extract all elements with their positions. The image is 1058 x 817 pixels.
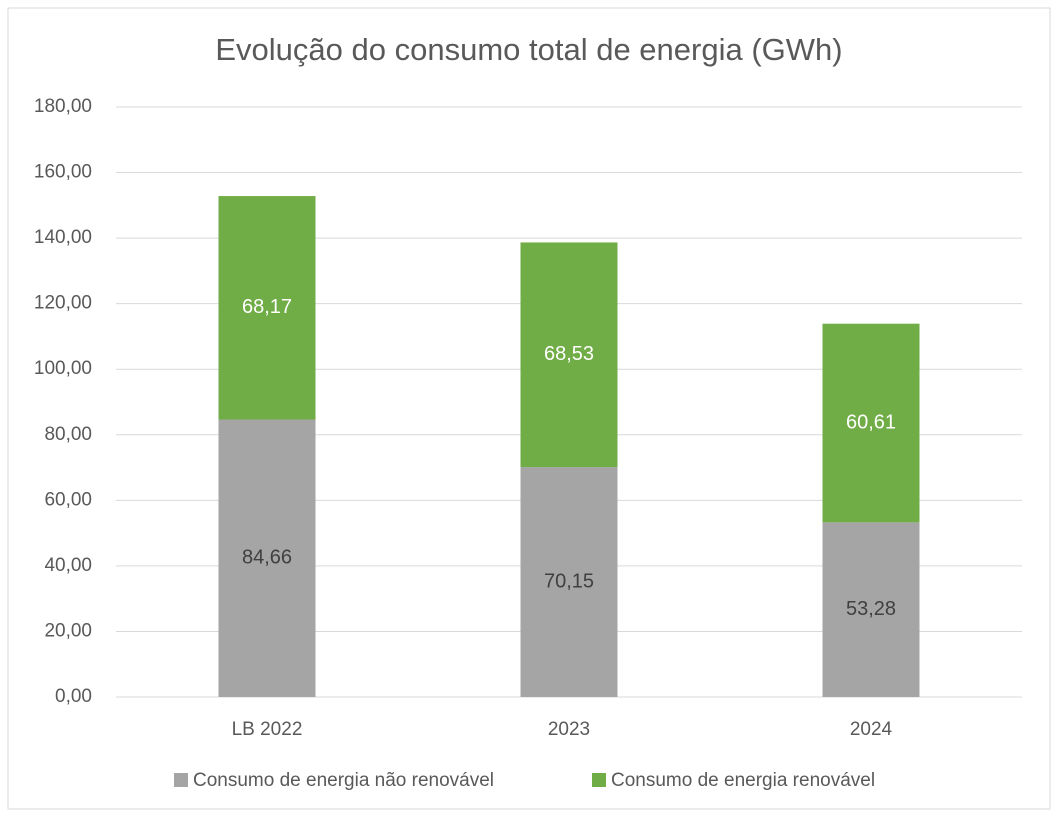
- y-tick-label: 80,00: [44, 424, 92, 445]
- y-tick-label: 20,00: [44, 620, 92, 641]
- chart-title: Evolução do consumo total de energia (GW…: [215, 32, 842, 67]
- data-label: 84,66: [242, 547, 292, 569]
- y-tick-label: 0,00: [55, 686, 92, 707]
- y-tick-label: 40,00: [44, 555, 92, 576]
- data-label: 60,61: [846, 411, 896, 433]
- bar-segment: [218, 196, 316, 420]
- bar-segment: [218, 419, 316, 697]
- data-label: 70,15: [544, 570, 594, 592]
- y-tick-label: 140,00: [34, 227, 92, 248]
- y-tick-label: 100,00: [34, 358, 92, 379]
- y-tick-label: 160,00: [34, 162, 92, 183]
- x-tick-label: 2024: [850, 719, 893, 740]
- bar-segment: [822, 323, 920, 523]
- bar-segment: [822, 522, 920, 697]
- data-label: 68,53: [544, 343, 594, 365]
- legend-swatch: [174, 773, 188, 787]
- x-tick-label: 2023: [548, 719, 590, 740]
- legend-label: Consumo de energia renovável: [611, 770, 875, 791]
- y-tick-label: 120,00: [34, 293, 92, 314]
- y-tick-label: 60,00: [44, 489, 92, 510]
- bar-segment: [520, 467, 618, 697]
- data-label: 53,28: [846, 598, 896, 620]
- legend-swatch: [592, 773, 606, 787]
- y-tick-label: 180,00: [34, 96, 92, 117]
- bar-segment: [520, 242, 618, 468]
- legend-label: Consumo de energia não renovável: [193, 770, 494, 791]
- x-tick-label: LB 2022: [232, 719, 303, 740]
- data-label: 68,17: [242, 296, 292, 318]
